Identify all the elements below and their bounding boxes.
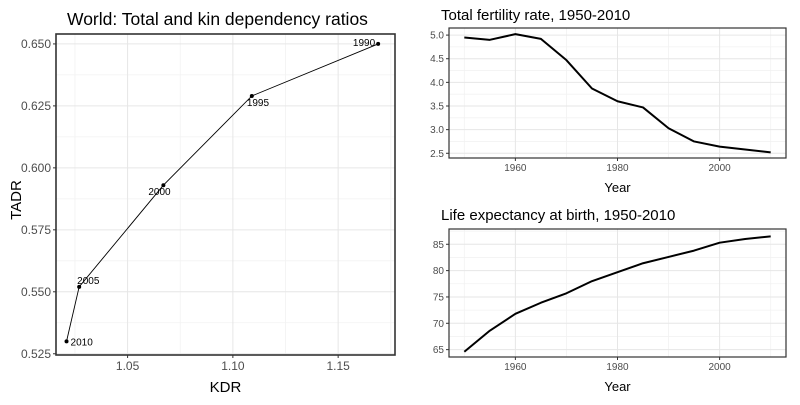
life-expectancy-y-tick-label: 85 [433,240,445,251]
kdr-tadr-point-1990 [376,41,381,46]
fertility-x-tick-label: 2000 [708,163,731,174]
fertility-y-tick-label: 5.0 [430,31,444,42]
kdr-tadr-panel: 1.05 1.10 1.15 0.525 0.550 0.575 0.600 0.625 0.6… [8,9,396,396]
life-expectancy-panel: 1960 1980 2000 65 70 75 80 85 Life expectancy at… [433,207,787,394]
life-expectancy-x-tick-label: 1980 [606,362,629,373]
fertility-y-tick-label: 2.5 [430,149,444,160]
kdr-tadr-point-2000 [161,183,166,188]
kdr-tadr-point-label-1990: 1990 [353,38,376,49]
kdr-tadr-y-tick-label: 0.550 [21,285,51,299]
kdr-tadr-point-label-2005: 2005 [77,276,100,287]
life-expectancy-x-tick-label: 1960 [504,362,527,373]
fertility-panel: 1960 1980 2000 2.5 3.0 3.5 4.0 4.5 5.0 Total fert… [430,7,787,195]
life-expectancy-panel-border [448,228,787,358]
fertility-y-tick-label: 3.0 [430,125,444,136]
kdr-tadr-y-tick-label: 0.600 [21,161,51,175]
fertility-title: Total fertility rate, 1950-2010 [441,7,630,24]
life-expectancy-series-line [463,235,771,353]
life-expectancy-y-tick-label: 75 [433,292,445,303]
kdr-tadr-y-tick-label: 0.625 [21,99,51,113]
kdr-tadr-title: World: Total and kin dependency ratios [67,9,368,29]
kdr-tadr-panel-border [55,33,396,356]
kdr-tadr-point-2005 [77,284,82,289]
fertility-y-tick-label: 4.5 [430,54,444,65]
fertility-y-tick-label: 3.5 [430,102,444,113]
kdr-tadr-point-label-2010: 2010 [71,337,94,348]
kdr-tadr-x-tick-label: 1.10 [221,359,245,373]
fertility-xlabel: Year [604,180,631,195]
kdr-tadr-ylabel: TADR [8,180,25,220]
life-expectancy-x-tick-label: 2000 [708,362,731,373]
kdr-tadr-xlabel: KDR [210,379,242,396]
kdr-tadr-y-tick-label: 0.575 [21,223,51,237]
life-expectancy-y-tick-label: 65 [433,345,445,356]
life-expectancy-y-tick-label: 70 [433,319,445,330]
fertility-y-tick-label: 4.0 [430,78,444,89]
fertility-series-line [464,33,771,154]
kdr-tadr-plot-area [56,34,395,355]
kdr-tadr-point-label-2000: 2000 [148,187,171,198]
life-expectancy-title: Life expectancy at birth, 1950-2010 [441,207,675,224]
fertility-x-tick-label: 1980 [606,163,629,174]
kdr-tadr-x-tick-label: 1.05 [116,359,140,373]
life-expectancy-xlabel: Year [604,379,631,394]
kdr-tadr-point-2010 [64,339,69,344]
fertility-panel-border [448,27,787,159]
kdr-tadr-point-1995 [249,93,254,98]
fertility-x-tick-label: 1960 [504,163,527,174]
kdr-tadr-y-tick-label: 0.525 [21,347,51,361]
kdr-tadr-y-tick-label: 0.650 [21,37,51,51]
life-expectancy-y-tick-label: 80 [433,266,445,277]
kdr-tadr-point-label-1995: 1995 [247,98,270,109]
kdr-tadr-x-tick-label: 1.15 [326,359,350,373]
